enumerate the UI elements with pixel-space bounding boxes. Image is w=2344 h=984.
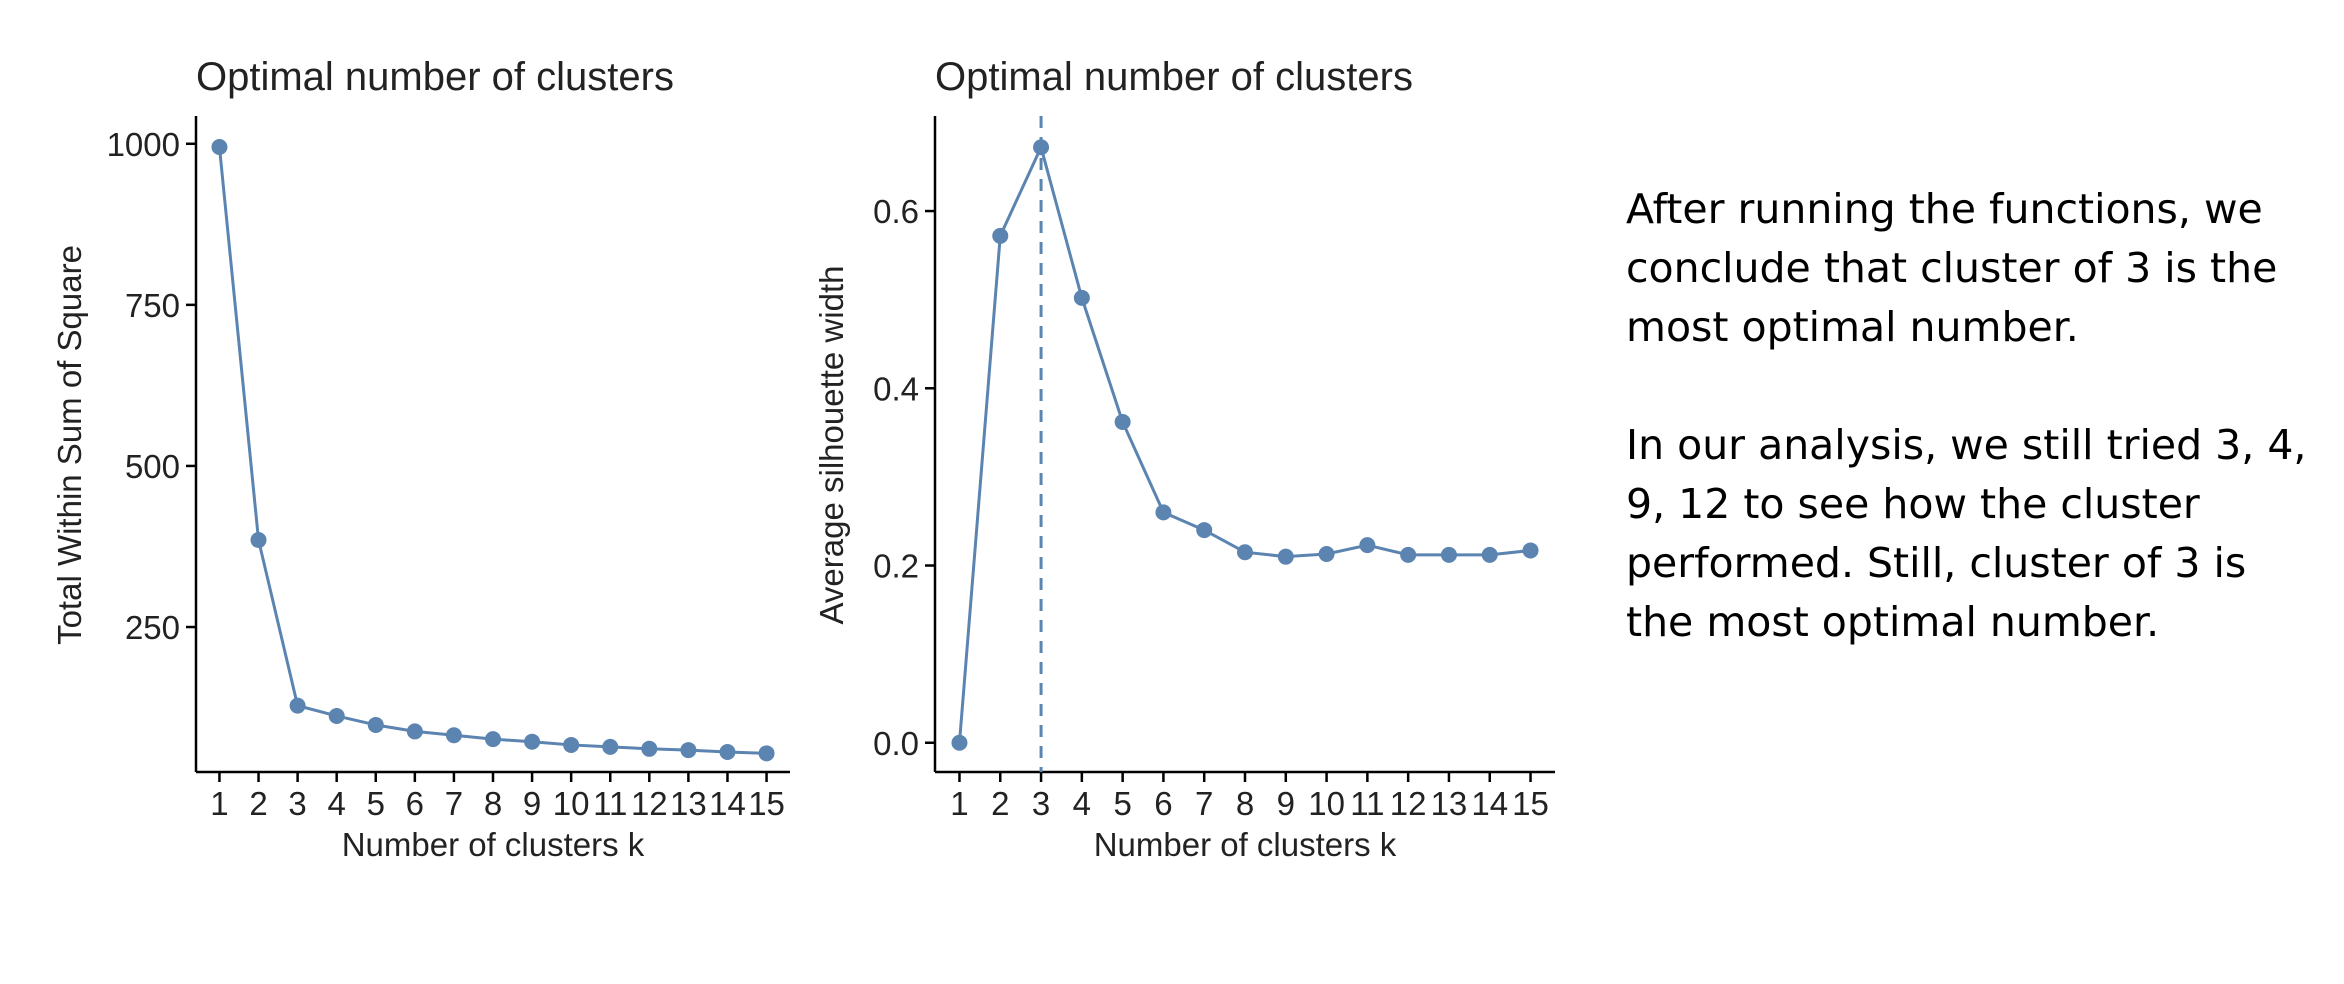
x-tick-label: 2 <box>991 785 1009 822</box>
data-point <box>563 736 580 753</box>
x-tick-label: 6 <box>406 785 424 822</box>
x-tick-label: 4 <box>1073 785 1091 822</box>
y-tick-label: 0.6 <box>873 193 919 230</box>
x-tick-label: 9 <box>1277 785 1295 822</box>
x-tick-label: 8 <box>484 785 502 822</box>
x-tick-label: 12 <box>1390 785 1427 822</box>
data-point <box>1359 537 1376 554</box>
x-tick-label: 14 <box>1471 785 1508 822</box>
x-tick-label: 15 <box>748 785 785 822</box>
data-point <box>602 738 619 755</box>
data-point <box>328 707 345 724</box>
notes-text: After running the functions, we conclude… <box>1626 180 2326 711</box>
y-tick-label: 0.2 <box>873 548 919 585</box>
x-tick-label: 1 <box>950 785 968 822</box>
x-tick-label: 1 <box>210 785 228 822</box>
chart-title: Optimal number of clusters <box>196 55 674 99</box>
x-tick-label: 14 <box>709 785 746 822</box>
x-tick-label: 5 <box>367 785 385 822</box>
data-point <box>1277 548 1294 565</box>
data-point <box>951 734 968 751</box>
data-point <box>1481 546 1498 563</box>
x-tick-label: 11 <box>593 785 627 822</box>
x-tick-label: 6 <box>1154 785 1172 822</box>
data-point <box>524 733 541 750</box>
y-axis-label: Total Within Sum of Square <box>51 245 88 645</box>
y-tick-label: 750 <box>125 287 180 324</box>
x-tick-label: 2 <box>249 785 267 822</box>
data-point <box>1440 546 1457 563</box>
x-tick-label: 4 <box>328 785 346 822</box>
x-tick-label: 12 <box>631 785 668 822</box>
data-point <box>1318 546 1335 562</box>
data-point <box>1033 139 1050 156</box>
data-point <box>758 745 775 762</box>
x-tick-label: 5 <box>1113 785 1131 822</box>
x-tick-label: 3 <box>288 785 306 822</box>
data-point <box>211 138 228 155</box>
x-tick-label: 7 <box>445 785 463 822</box>
x-tick-label: 10 <box>553 785 590 822</box>
data-point <box>406 723 423 740</box>
y-axis-label: Average silhouette width <box>813 266 850 625</box>
data-point <box>1073 289 1090 306</box>
y-tick-label: 0.0 <box>873 725 919 762</box>
x-tick-label: 7 <box>1195 785 1213 822</box>
data-point <box>250 532 267 549</box>
data-point <box>719 744 736 761</box>
x-axis-label: Number of clusters k <box>1094 826 1397 863</box>
x-tick-label: 8 <box>1236 785 1254 822</box>
data-point <box>1196 522 1213 539</box>
data-point <box>1155 504 1172 521</box>
y-tick-label: 0.4 <box>873 370 919 407</box>
data-point <box>680 742 697 759</box>
data-point <box>641 740 658 757</box>
x-tick-label: 11 <box>1350 785 1384 822</box>
notes-paragraph-2: In our analysis, we still tried 3, 4, 9,… <box>1626 421 2307 646</box>
data-point <box>1114 413 1131 430</box>
y-tick-label: 250 <box>125 609 180 646</box>
y-tick-label: 500 <box>125 448 180 485</box>
chart-title: Optimal number of clusters <box>935 55 1413 99</box>
x-tick-label: 13 <box>670 785 707 822</box>
data-point <box>1237 544 1253 561</box>
data-point <box>485 731 501 748</box>
x-tick-label: 3 <box>1032 785 1050 822</box>
series-line <box>957 142 1531 743</box>
data-point <box>445 727 462 744</box>
data-point <box>367 716 384 733</box>
y-tick-label: 1000 <box>107 126 180 163</box>
notes-paragraph-1: After running the functions, we conclude… <box>1626 185 2278 351</box>
data-point <box>1522 542 1539 559</box>
x-tick-label: 15 <box>1512 785 1549 822</box>
elbow-chart: Optimal number of clusters 250 500 750 1000 1… <box>51 55 790 863</box>
data-point <box>1400 546 1417 563</box>
data-point <box>992 227 1009 244</box>
x-axis-label: Number of clusters k <box>342 826 645 863</box>
x-tick-label: 10 <box>1308 785 1345 822</box>
x-tick-label: 9 <box>523 785 541 822</box>
data-point <box>289 697 306 714</box>
silhouette-chart: Optimal number of clusters 0.0 0.2 0.4 0.6 1 2… <box>813 55 1555 863</box>
x-tick-label: 13 <box>1431 785 1468 822</box>
